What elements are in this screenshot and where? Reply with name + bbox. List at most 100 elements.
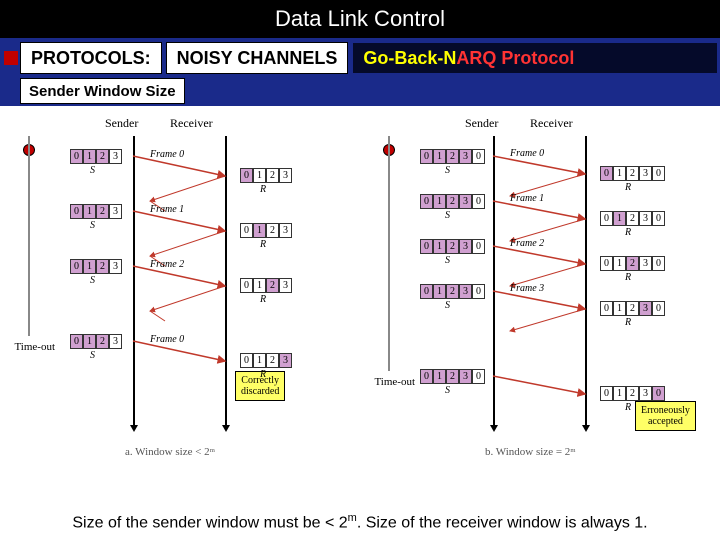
- timeout-line-b: [388, 136, 390, 371]
- sequence-window: 01230: [600, 301, 665, 316]
- seq-cell: 2: [626, 256, 639, 271]
- seq-cell: 2: [266, 223, 279, 238]
- seq-cell: 1: [253, 168, 266, 183]
- sender-label-a: Sender: [105, 116, 138, 131]
- seq-cell: 0: [240, 353, 253, 368]
- seq-cell: 0: [472, 149, 485, 164]
- sequence-window: 0123: [70, 149, 122, 164]
- footer: Size of the sender window must be < 2m. …: [0, 512, 720, 532]
- pointer-label: S: [445, 385, 450, 396]
- timeout-label-b: Time-out: [360, 376, 415, 388]
- receiver-timeline-b: [585, 136, 587, 426]
- pointer-label: S: [90, 275, 95, 286]
- seq-cell: 0: [70, 204, 83, 219]
- seq-cell: 2: [446, 369, 459, 384]
- seq-cell: 0: [600, 301, 613, 316]
- pointer-label: R: [260, 239, 266, 250]
- seq-cell: 0: [652, 386, 665, 401]
- sender-timeline-a: [133, 136, 135, 426]
- protocols-label: PROTOCOLS:: [20, 42, 162, 74]
- seq-cell: 0: [600, 256, 613, 271]
- header-row: PROTOCOLS: NOISY CHANNELS Go-Back-N ARQ …: [0, 40, 720, 76]
- seq-cell: 0: [472, 369, 485, 384]
- seq-cell: 1: [83, 204, 96, 219]
- seq-cell: 0: [652, 211, 665, 226]
- seq-cell: 0: [420, 369, 433, 384]
- seq-cell: 0: [420, 149, 433, 164]
- seq-cell: 2: [446, 194, 459, 209]
- pointer-label: S: [445, 300, 450, 311]
- channels-label: NOISY CHANNELS: [166, 42, 349, 74]
- pointer-label: R: [625, 227, 631, 238]
- seq-cell: 2: [626, 211, 639, 226]
- seq-cell: 3: [459, 194, 472, 209]
- seq-cell: 3: [109, 149, 122, 164]
- seq-cell: 0: [240, 278, 253, 293]
- frame3-b: Frame 3: [510, 283, 544, 294]
- seq-cell: 1: [613, 301, 626, 316]
- seq-cell: 0: [420, 239, 433, 254]
- sender-timeline-b: [493, 136, 495, 426]
- frame2-b: Frame 2: [510, 238, 544, 249]
- title-bar: Data Link Control: [0, 0, 720, 40]
- sender-label-b: Sender: [465, 116, 498, 131]
- seq-cell: 3: [639, 301, 652, 316]
- pointer-label: R: [260, 294, 266, 305]
- seq-cell: 0: [652, 256, 665, 271]
- sequence-window: 01230: [600, 166, 665, 181]
- seq-cell: 0: [652, 301, 665, 316]
- seq-cell: 0: [600, 386, 613, 401]
- seq-cell: 1: [613, 211, 626, 226]
- seq-cell: 2: [626, 386, 639, 401]
- seq-cell: 1: [433, 194, 446, 209]
- seq-cell: 2: [266, 278, 279, 293]
- seq-cell: 1: [433, 284, 446, 299]
- seq-cell: 2: [446, 239, 459, 254]
- sub-row: Sender Window Size: [0, 76, 720, 106]
- seq-cell: 2: [626, 301, 639, 316]
- pointer-label: R: [260, 184, 266, 195]
- seq-cell: 0: [240, 223, 253, 238]
- pointer-label: R: [625, 182, 631, 193]
- diagram-area: Sender Receiver Time-out Frame 0 Frame 1…: [0, 106, 720, 506]
- seq-cell: 3: [639, 386, 652, 401]
- seq-cell: 0: [70, 334, 83, 349]
- seq-cell: 3: [459, 369, 472, 384]
- receiver-label-a: Receiver: [170, 116, 213, 131]
- seq-cell: 2: [96, 334, 109, 349]
- seq-cell: 2: [96, 149, 109, 164]
- panel-b: Sender Receiver Time-out Frame 0 Frame 1…: [375, 116, 715, 476]
- frame0-b: Frame 0: [510, 148, 544, 159]
- frame1-a: Frame 1: [150, 204, 184, 215]
- protocol-name-box: Go-Back-N ARQ Protocol: [352, 42, 718, 74]
- seq-cell: 1: [613, 166, 626, 181]
- panel-a: Sender Receiver Time-out Frame 0 Frame 1…: [15, 116, 355, 476]
- sequence-window: 01230: [420, 149, 485, 164]
- sequence-window: 0123: [240, 223, 292, 238]
- seq-cell: 3: [109, 259, 122, 274]
- seq-cell: 1: [253, 353, 266, 368]
- pointer-label: S: [90, 350, 95, 361]
- seq-cell: 1: [83, 259, 96, 274]
- frame0-a: Frame 0: [150, 149, 184, 160]
- seq-cell: 3: [279, 223, 292, 238]
- arrows-a: [15, 116, 355, 476]
- seq-cell: 0: [420, 284, 433, 299]
- timeout-line: [28, 136, 30, 336]
- sequence-window: 01230: [420, 284, 485, 299]
- pointer-label: R: [260, 369, 266, 380]
- sequence-window: 0123: [70, 334, 122, 349]
- seq-cell: 1: [83, 334, 96, 349]
- frame2-a: Frame 2: [150, 259, 184, 270]
- seq-cell: 1: [253, 278, 266, 293]
- seq-cell: 0: [472, 239, 485, 254]
- seq-cell: 3: [459, 149, 472, 164]
- pointer-label: S: [90, 220, 95, 231]
- seq-cell: 3: [459, 239, 472, 254]
- receiver-label-b: Receiver: [530, 116, 573, 131]
- pointer-label: R: [625, 317, 631, 328]
- seq-cell: 1: [433, 149, 446, 164]
- seq-cell: 1: [433, 239, 446, 254]
- sequence-window: 01230: [420, 194, 485, 209]
- sequence-window: 0123: [240, 278, 292, 293]
